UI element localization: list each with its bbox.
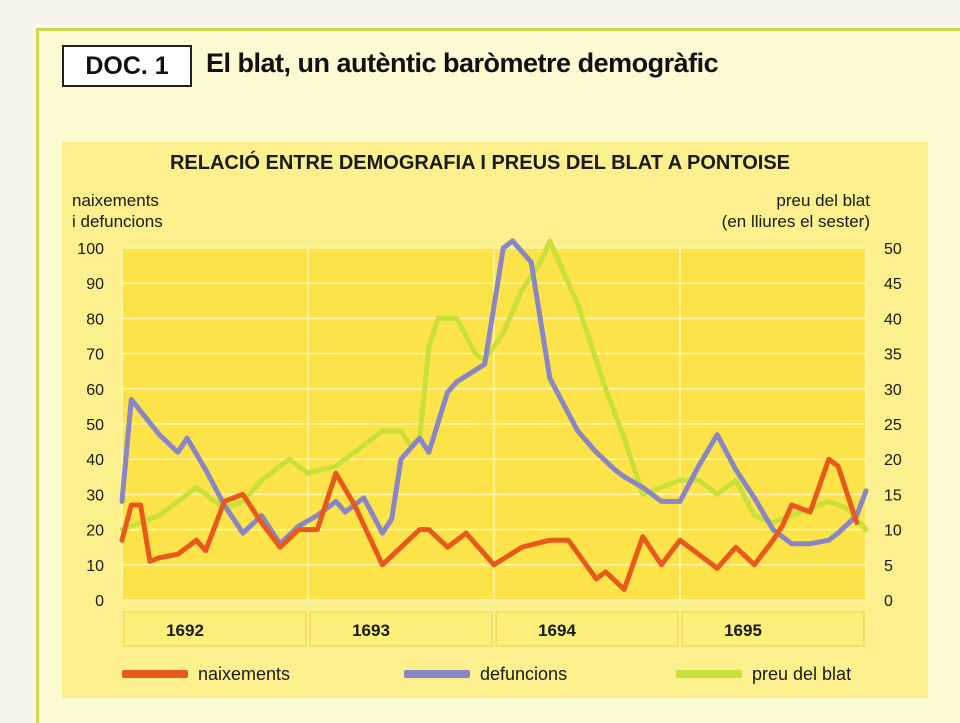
year-label-1692: 1692 — [166, 621, 204, 640]
right-tick-label: 5 — [884, 558, 893, 575]
chart-title: RELACIÓ ENTRE DEMOGRAFIA I PREUS DEL BLA… — [169, 152, 791, 174]
right-tick-label: 20 — [884, 452, 902, 469]
left-tick-label: 30 — [86, 487, 104, 504]
doc-title: El blat, un autèntic baròmetre demogràfi… — [206, 48, 719, 78]
right-tick-label: 30 — [884, 382, 902, 399]
right-tick-label: 40 — [884, 311, 902, 328]
year-band-1693 — [309, 611, 493, 647]
year-label-1693: 1693 — [352, 621, 390, 640]
year-band-1694 — [495, 611, 679, 647]
left-tick-label: 0 — [95, 593, 104, 610]
right-tick-label: 10 — [884, 523, 902, 540]
series-line-naixements — [119, 456, 860, 592]
left-tick-label: 80 — [86, 311, 104, 328]
right-tick-label: 50 — [884, 241, 902, 258]
left-tick-label: 100 — [77, 241, 104, 258]
left-tick-label: 50 — [86, 417, 104, 434]
year-label-1695: 1695 — [724, 621, 762, 640]
right-tick-label: 35 — [884, 347, 902, 364]
left-tick-label: 10 — [86, 558, 104, 575]
right-axis-caption-line-2: (en lliures el sester) — [721, 212, 870, 231]
year-band-1695 — [681, 611, 865, 647]
right-axis-caption: preu del blat (en lliures el sester) — [722, 190, 870, 232]
series-line-defuncions — [119, 238, 869, 547]
left-axis-caption-line-1: naixements — [72, 191, 159, 210]
legend-label-preu: preu del blat — [752, 663, 852, 684]
right-tick-label: 0 — [884, 593, 893, 610]
right-tick-label: 25 — [884, 417, 902, 434]
left-tick-label: 90 — [86, 276, 104, 293]
left-axis-caption-line-2: i defuncions — [72, 212, 163, 231]
left-tick-label: 20 — [86, 523, 104, 540]
legend-label-naixements: naixements — [198, 663, 291, 684]
series-line-preu-del-blat — [119, 238, 869, 533]
left-tick-label: 60 — [86, 382, 104, 399]
legend-swatch-naixements — [122, 670, 188, 678]
doc-number-tag: DOC. 1 — [62, 45, 192, 87]
left-tick-label: 70 — [86, 347, 104, 364]
right-axis-caption-line-1: preu del blat — [776, 191, 870, 210]
legend-defuncions: defuncions — [404, 662, 567, 686]
left-tick-label: 40 — [86, 452, 104, 469]
legend-swatch-preu — [676, 670, 742, 678]
right-tick-label: 15 — [884, 487, 902, 504]
legend-naixements: naixements — [122, 662, 290, 686]
legend-swatch-defuncions — [404, 670, 470, 678]
right-tick-label: 45 — [884, 276, 902, 293]
left-axis-caption: naixements i defuncions — [72, 190, 163, 232]
year-label-1694: 1694 — [538, 621, 576, 640]
legend-preu: preu del blat — [676, 662, 851, 686]
year-band-1692 — [123, 611, 307, 647]
legend-label-defuncions: defuncions — [480, 663, 568, 684]
